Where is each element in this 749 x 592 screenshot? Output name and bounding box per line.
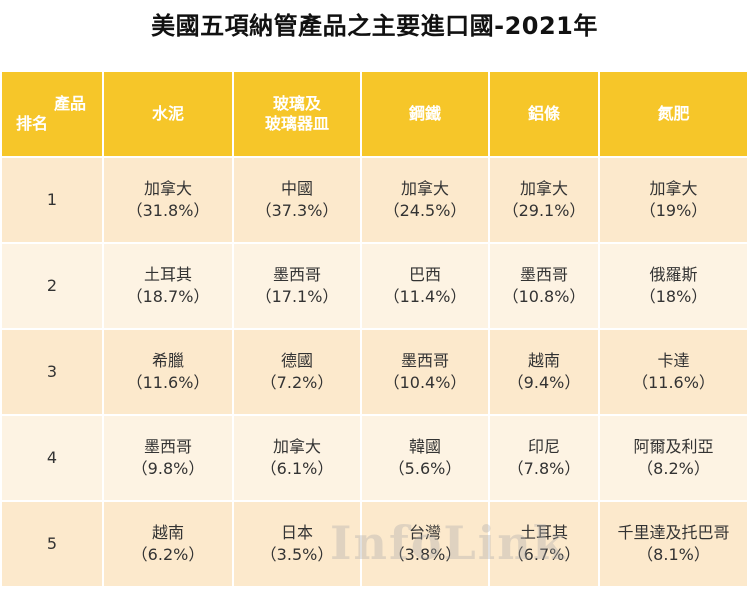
header-aluminum: 鋁條 (488, 70, 600, 158)
country-name: 越南 (527, 351, 560, 370)
country-cell: 越南 （9.4%） (488, 328, 600, 416)
country-name: 日本 (280, 523, 313, 542)
rank-cell: 3 (0, 328, 104, 416)
header-rank-label: 排名 (16, 114, 49, 133)
header-glass: 玻璃及 玻璃器皿 (232, 70, 362, 158)
country-name: 中國 (280, 179, 313, 198)
table-row: 2 土耳其 （18.7%） 墨西哥 （17.1%） 巴西 （11.4%） 墨西哥 （10.8%）… (0, 242, 749, 330)
import-share: （5.6%） (388, 459, 462, 478)
country-cell: 德國 （7.2%） (232, 328, 362, 416)
country-cell: 中國 （37.3%） (232, 156, 362, 244)
rank-cell: 5 (0, 500, 104, 588)
import-share: （3.5%） (260, 545, 334, 564)
import-share: （10.8%） (502, 287, 586, 306)
country-name: 加拿大 (272, 437, 321, 456)
country-name: 土耳其 (519, 523, 568, 542)
country-cell: 越南 （6.2%） (102, 500, 234, 588)
country-name: 韓國 (408, 437, 441, 456)
country-name: 巴西 (408, 265, 441, 284)
country-name: 希臘 (151, 351, 184, 370)
import-share: （11.6%） (126, 373, 210, 392)
import-share: （37.3%） (255, 201, 339, 220)
country-name: 台灣 (408, 523, 441, 542)
import-share: （24.5%） (383, 201, 467, 220)
rank-cell: 1 (0, 156, 104, 244)
country-name: 加拿大 (649, 179, 698, 198)
import-share: （18%） (639, 287, 708, 306)
country-cell: 日本 （3.5%） (232, 500, 362, 588)
import-share: （6.2%） (131, 545, 205, 564)
country-name: 加拿大 (143, 179, 192, 198)
import-share: （19%） (639, 201, 708, 220)
table-row: 3 希臘 （11.6%） 德國 （7.2%） 墨西哥 （10.4%） 越南 （9.4%） 卡達 （1… (0, 328, 749, 416)
import-share: （11.4%） (383, 287, 467, 306)
country-name: 印尼 (527, 437, 560, 456)
country-name: 墨西哥 (272, 265, 321, 284)
country-cell: 阿爾及利亞 （8.2%） (598, 414, 749, 502)
table-row: 1 加拿大 （31.8%） 中國 （37.3%） 加拿大 （24.5%） 加拿大 （29.1%）… (0, 156, 749, 244)
country-cell: 加拿大 （29.1%） (488, 156, 600, 244)
import-share: （10.4%） (383, 373, 467, 392)
country-cell: 千里達及托巴哥 （8.1%） (598, 500, 749, 588)
rank-cell: 2 (0, 242, 104, 330)
country-cell: 土耳其 （6.7%） (488, 500, 600, 588)
table-row: 4 墨西哥 （9.8%） 加拿大 （6.1%） 韓國 （5.6%） 印尼 （7.8%） 阿爾及利亞… (0, 414, 749, 502)
country-cell: 加拿大 （6.1%） (232, 414, 362, 502)
import-share: （7.2%） (260, 373, 334, 392)
country-name: 德國 (280, 351, 313, 370)
import-share: （31.8%） (126, 201, 210, 220)
import-share: （17.1%） (255, 287, 339, 306)
country-cell: 印尼 （7.8%） (488, 414, 600, 502)
header-row: 產品 排名 水泥 玻璃及 玻璃器皿 鋼鐵 鋁條 氮肥 (0, 70, 749, 158)
country-name: 加拿大 (400, 179, 449, 198)
import-share: （18.7%） (126, 287, 210, 306)
import-share: （9.4%） (507, 373, 581, 392)
country-name: 土耳其 (143, 265, 192, 284)
country-name: 墨西哥 (143, 437, 192, 456)
country-name: 千里達及托巴哥 (617, 523, 730, 542)
country-name: 墨西哥 (519, 265, 568, 284)
header-steel: 鋼鐵 (360, 70, 490, 158)
import-share: （7.8%） (507, 459, 581, 478)
country-name: 越南 (151, 523, 184, 542)
import-table: 產品 排名 水泥 玻璃及 玻璃器皿 鋼鐵 鋁條 氮肥 1 加拿大 （31.8%） 中國… (0, 70, 749, 588)
country-cell: 墨西哥 （9.8%） (102, 414, 234, 502)
country-cell: 墨西哥 （10.8%） (488, 242, 600, 330)
import-share: （6.1%） (260, 459, 334, 478)
header-cement: 水泥 (102, 70, 234, 158)
import-share: （3.8%） (388, 545, 462, 564)
import-share: （8.1%） (637, 545, 710, 564)
country-cell: 俄羅斯 （18%） (598, 242, 749, 330)
rank-cell: 4 (0, 414, 104, 502)
country-cell: 土耳其 （18.7%） (102, 242, 234, 330)
country-name: 加拿大 (519, 179, 568, 198)
country-cell: 卡達 （11.6%） (598, 328, 749, 416)
import-share: （29.1%） (502, 201, 586, 220)
country-cell: 加拿大 （24.5%） (360, 156, 490, 244)
country-cell: 韓國 （5.6%） (360, 414, 490, 502)
header-fertilizer: 氮肥 (598, 70, 749, 158)
header-product-label: 產品 (53, 94, 86, 113)
header-corner: 產品 排名 (0, 70, 104, 158)
country-name: 阿爾及利亞 (633, 437, 714, 456)
country-cell: 巴西 （11.4%） (360, 242, 490, 330)
country-cell: 墨西哥 （10.4%） (360, 328, 490, 416)
country-name: 卡達 (657, 351, 690, 370)
import-share: （9.8%） (131, 459, 205, 478)
country-cell: 台灣 （3.8%） (360, 500, 490, 588)
import-share: （8.2%） (637, 459, 710, 478)
country-name: 俄羅斯 (649, 265, 698, 284)
country-cell: 加拿大 （31.8%） (102, 156, 234, 244)
import-share: （6.7%） (507, 545, 581, 564)
country-cell: 加拿大 （19%） (598, 156, 749, 244)
page-title: 美國五項納管產品之主要進口國-2021年 (151, 12, 598, 40)
table-row: 5 越南 （6.2%） 日本 （3.5%） 台灣 （3.8%） 土耳其 （6.7%） 千里達及托巴… (0, 500, 749, 588)
country-cell: 墨西哥 （17.1%） (232, 242, 362, 330)
country-name: 墨西哥 (400, 351, 449, 370)
country-cell: 希臘 （11.6%） (102, 328, 234, 416)
import-share: （11.6%） (632, 373, 715, 392)
